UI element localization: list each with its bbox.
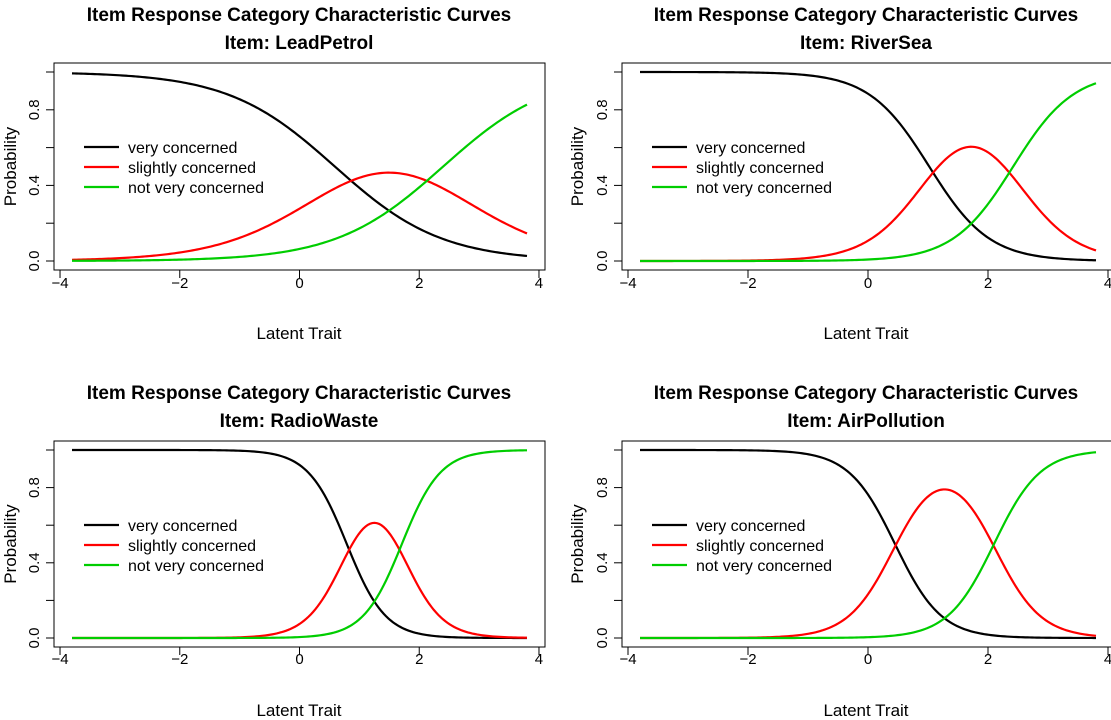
series-line-very-concerned (640, 448, 1096, 640)
x-tick-label: 0 (295, 651, 303, 668)
x-tick-label: 2 (984, 275, 992, 292)
y-tick-label: 0.8 (26, 477, 43, 498)
series-line-slightly-concerned (71, 171, 528, 261)
legend-label: not very concerned (128, 558, 264, 575)
y-tick-label: 0.8 (594, 477, 611, 498)
chart-subtitle: Item: RadioWaste (220, 411, 379, 432)
y-tick-label: 0.0 (26, 251, 43, 272)
series-line-very-concerned (71, 72, 528, 258)
x-tick-label: −4 (51, 275, 68, 292)
x-tick-label: −2 (739, 651, 756, 668)
chart-subtitle: Item: AirPollution (787, 411, 945, 432)
series-line-not-very-concerned (71, 103, 528, 262)
y-tick-label: 0.0 (594, 628, 611, 649)
chart-title: Item Response Category Characteristic Cu… (87, 5, 512, 26)
chart-panel-1: Item Response Category Characteristic Cu… (1, 5, 546, 343)
y-tick-label: 0.4 (26, 552, 43, 573)
chart-panel-3: Item Response Category Characteristic Cu… (1, 383, 546, 720)
series-line-very-concerned (72, 448, 527, 640)
series-line-very-concerned (640, 70, 1097, 262)
chart-title: Item Response Category Characteristic Cu… (654, 383, 1079, 404)
chart-panel-4: Item Response Category Characteristic Cu… (568, 383, 1111, 720)
y-axis-label: Probability (568, 126, 587, 206)
x-tick-label: 2 (984, 651, 992, 668)
x-tick-label: 2 (415, 275, 423, 292)
x-tick-label: −2 (171, 275, 188, 292)
x-axis-label: Latent Trait (823, 324, 908, 343)
x-tick-label: −4 (619, 651, 636, 668)
x-tick-label: 0 (864, 651, 872, 668)
chart-subtitle: Item: RiverSea (800, 33, 932, 54)
y-axis-label: Probability (1, 126, 20, 206)
y-tick-label: 0.4 (594, 552, 611, 573)
x-tick-label: −2 (739, 275, 756, 292)
legend-label: very concerned (696, 140, 805, 157)
y-tick-label: 0.8 (26, 99, 43, 120)
legend-label: not very concerned (696, 558, 832, 575)
x-tick-label: 4 (1104, 275, 1111, 292)
chart-subtitle: Item: LeadPetrol (225, 33, 374, 54)
series-line-not-very-concerned (640, 451, 1097, 640)
x-tick-label: −4 (619, 275, 636, 292)
x-tick-label: 2 (415, 651, 423, 668)
y-axis-label: Probability (568, 504, 587, 584)
x-tick-label: 4 (535, 651, 543, 668)
legend-label: not very concerned (128, 180, 264, 197)
legend-label: slightly concerned (128, 538, 256, 555)
legend-label: very concerned (128, 140, 237, 157)
legend-label: slightly concerned (696, 538, 824, 555)
y-tick-label: 0.4 (594, 175, 611, 196)
x-axis-label: Latent Trait (256, 324, 341, 343)
y-tick-label: 0.0 (594, 251, 611, 272)
series-line-not-very-concerned (640, 82, 1097, 263)
y-tick-label: 0.4 (26, 175, 43, 196)
series-line-not-very-concerned (72, 449, 528, 640)
legend-label: not very concerned (696, 180, 832, 197)
legend-label: slightly concerned (696, 160, 824, 177)
x-tick-label: 4 (535, 275, 543, 292)
chart-title: Item Response Category Characteristic Cu… (654, 5, 1079, 26)
y-axis-label: Probability (1, 504, 20, 584)
chart-title: Item Response Category Characteristic Cu… (87, 383, 512, 404)
x-axis-label: Latent Trait (823, 701, 908, 720)
x-tick-label: −2 (171, 651, 188, 668)
x-tick-label: −4 (51, 651, 68, 668)
legend-label: slightly concerned (128, 160, 256, 177)
legend-label: very concerned (128, 518, 237, 535)
chart-panel-2: Item Response Category Characteristic Cu… (568, 5, 1111, 343)
y-tick-label: 0.0 (26, 628, 43, 649)
x-tick-label: 0 (864, 275, 872, 292)
y-tick-label: 0.8 (594, 99, 611, 120)
x-axis-label: Latent Trait (256, 701, 341, 720)
x-tick-label: 0 (295, 275, 303, 292)
legend-label: very concerned (696, 518, 805, 535)
x-tick-label: 4 (1104, 651, 1111, 668)
